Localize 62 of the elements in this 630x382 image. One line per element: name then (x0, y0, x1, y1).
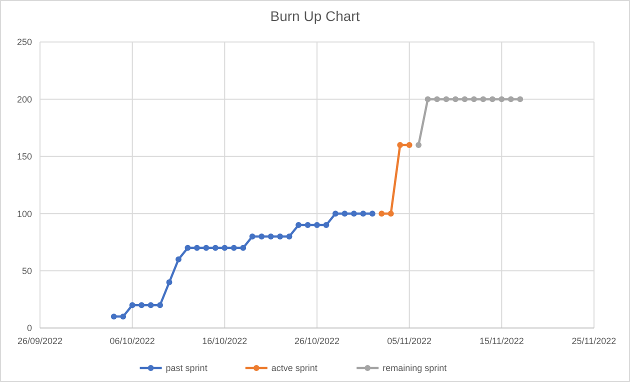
point (498, 96, 505, 102)
point (268, 234, 274, 240)
point (360, 210, 366, 217)
x-tick-label: 25/11/2022 (572, 336, 616, 346)
point (406, 142, 412, 148)
x-tick-label: 06/10/2022 (110, 336, 155, 346)
point (517, 96, 524, 102)
point (157, 302, 164, 308)
y-tick-label: 100 (16, 208, 32, 219)
x-tick-label: 26/10/2022 (294, 336, 340, 346)
point (230, 244, 237, 251)
point (350, 210, 357, 217)
x-tick-label: 15/11/2022 (479, 336, 524, 346)
point (369, 210, 376, 217)
point (286, 234, 292, 240)
x-tick-label: 16/10/2022 (202, 336, 248, 346)
point (240, 244, 246, 251)
x-tick-label: 26/09/2022 (17, 336, 63, 346)
point (258, 234, 265, 240)
point (388, 210, 394, 217)
point (212, 244, 218, 251)
point (148, 302, 154, 308)
point (452, 96, 458, 102)
x-tick-label: 05/11/2022 (387, 336, 432, 346)
y-tick-label: 200 (16, 94, 32, 104)
point (120, 314, 126, 320)
point (176, 256, 182, 262)
point (138, 302, 145, 308)
point (314, 222, 320, 228)
point (323, 222, 330, 228)
point (508, 96, 514, 102)
point (378, 210, 385, 217)
point (184, 244, 191, 251)
point (249, 234, 256, 240)
point (222, 244, 228, 251)
point (304, 222, 311, 228)
y-tick-label: 50 (22, 266, 32, 276)
point (342, 210, 348, 217)
point (194, 244, 200, 251)
point (397, 142, 404, 148)
y-tick-label: 250 (16, 37, 32, 48)
legend-label: past sprint (166, 363, 208, 374)
point (129, 302, 136, 308)
point (424, 96, 431, 102)
point (470, 96, 477, 102)
point (443, 96, 450, 102)
point (296, 222, 302, 228)
point (332, 210, 338, 217)
y-tick-label: 0 (26, 323, 32, 334)
point (203, 244, 210, 251)
point (277, 234, 284, 240)
chart-title: Burn Up Chart (270, 8, 360, 24)
legend-label: actve sprint (271, 363, 318, 374)
point (489, 96, 496, 102)
point (416, 142, 422, 148)
y-tick-label: 150 (16, 152, 32, 162)
point (462, 96, 468, 102)
point (480, 96, 486, 102)
point (434, 96, 440, 102)
point (166, 279, 172, 286)
point (110, 314, 117, 320)
legend-label: remaining sprint (382, 363, 448, 374)
